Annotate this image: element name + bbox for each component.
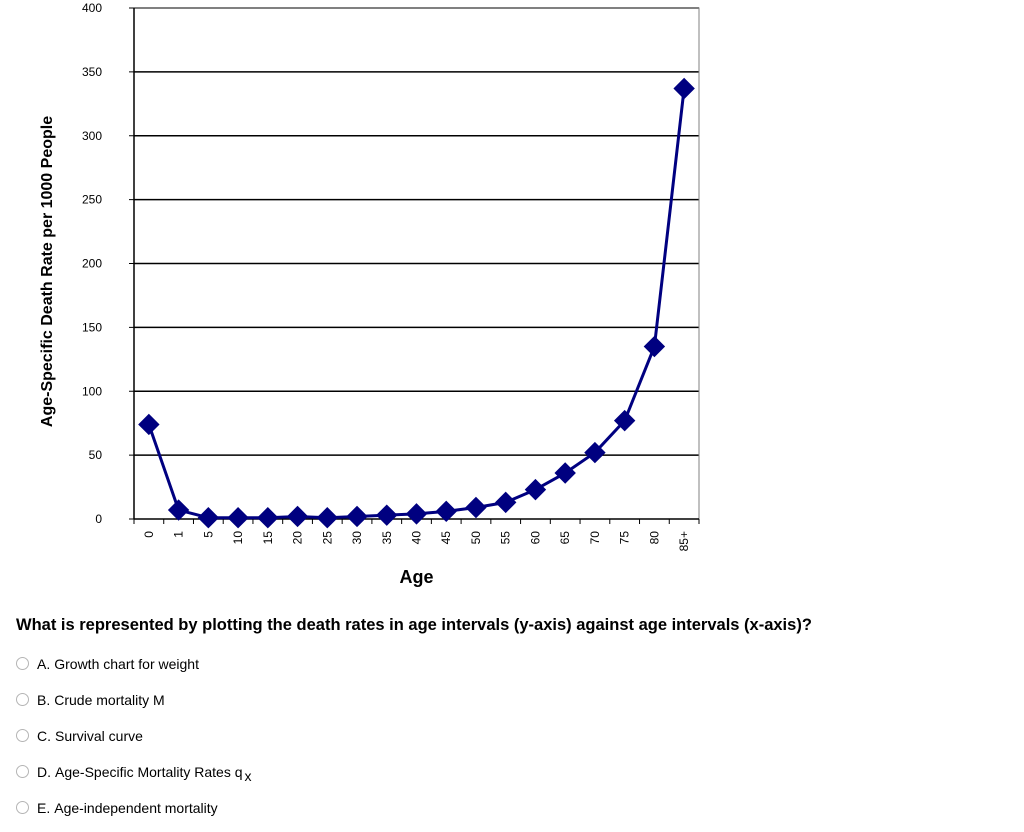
x-tick-label: 45	[439, 531, 453, 545]
x-tick-label: 40	[410, 531, 424, 545]
data-point	[346, 505, 368, 528]
radio-button[interactable]	[16, 729, 29, 742]
option-letter: C.	[37, 728, 51, 744]
option-label: Survival curve	[55, 728, 143, 744]
x-tick-label: 65	[558, 531, 572, 545]
x-tick-labels: 0 1 5 10 15 20 25 30 35 40 45 50 55 60 65 70 75 80 85+	[142, 531, 691, 552]
x-tick-label: 85+	[677, 531, 691, 551]
radio-button[interactable]	[16, 765, 29, 778]
data-point	[643, 335, 666, 358]
x-tick-label: 80	[647, 531, 661, 545]
y-tick-label: 100	[82, 384, 102, 398]
option-label: Age-independent mortality	[54, 800, 218, 816]
y-tick-label: 200	[82, 257, 102, 271]
radio-button[interactable]	[16, 657, 29, 670]
option-subscript: x	[244, 768, 252, 784]
data-point	[435, 500, 457, 523]
x-axis-title: Age	[399, 567, 433, 587]
y-tick-label: 150	[82, 320, 102, 334]
data-point	[138, 413, 160, 436]
option-letter: D.	[37, 764, 51, 780]
data-point	[524, 478, 547, 501]
option-label: Age-Specific Mortality Rates q	[55, 764, 243, 780]
data-point	[167, 499, 190, 521]
data-point	[227, 507, 249, 529]
radio-button[interactable]	[16, 693, 29, 706]
y-tick-label: 250	[82, 193, 102, 207]
x-tick-label: 30	[350, 531, 364, 545]
data-point	[584, 441, 606, 464]
radio-button[interactable]	[16, 801, 29, 814]
data-point	[613, 409, 636, 432]
y-tick-labels: 0 50 100 150 200 250 300 350 400	[82, 1, 102, 526]
answer-options: A. Growth chart for weight B. Crude mort…	[16, 652, 252, 832]
x-tick-label: 20	[291, 531, 305, 545]
option-a[interactable]: A. Growth chart for weight	[16, 652, 252, 672]
x-tick-label: 75	[618, 531, 632, 545]
y-tick-label: 400	[82, 1, 102, 15]
x-tick-label: 5	[201, 531, 215, 538]
y-tick-label: 0	[95, 512, 102, 526]
data-point	[316, 507, 338, 529]
data-point	[465, 496, 487, 519]
x-tick-label: 1	[172, 531, 186, 538]
option-d[interactable]: D. Age-Specific Mortality Rates q x	[16, 760, 252, 784]
data-point	[673, 77, 695, 100]
x-tick-label: 50	[469, 531, 483, 545]
y-tick-label: 350	[82, 65, 102, 79]
axes	[129, 7, 700, 524]
x-tick-label: 55	[499, 531, 513, 545]
option-b[interactable]: B. Crude mortality M	[16, 688, 252, 708]
x-tick-label: 35	[380, 531, 394, 545]
data-point	[197, 507, 220, 529]
y-tick-label: 50	[89, 448, 103, 462]
series	[138, 77, 695, 529]
y-axis-title: Age-Specific Death Rate per 1000 People	[39, 116, 56, 427]
x-tick-label: 0	[142, 531, 156, 538]
x-tick-label: 60	[528, 531, 542, 545]
x-tick-label: 25	[320, 531, 334, 545]
option-letter: E.	[37, 800, 51, 816]
data-point	[554, 462, 576, 484]
option-e[interactable]: E. Age-independent mortality	[16, 796, 252, 816]
x-tick-label: 70	[588, 531, 602, 545]
data-point	[286, 505, 309, 528]
gridlines	[134, 7, 699, 456]
option-c[interactable]: C. Survival curve	[16, 724, 252, 744]
x-tick-label: 10	[231, 531, 245, 545]
x-tick-label: 15	[261, 531, 275, 545]
data-point	[376, 504, 398, 526]
y-tick-label: 300	[82, 129, 102, 143]
data-point	[495, 491, 517, 514]
option-letter: A.	[37, 656, 51, 672]
question-text: What is represented by plotting the deat…	[16, 616, 812, 634]
option-label: Crude mortality M	[54, 692, 165, 708]
data-point	[405, 503, 428, 525]
data-point	[257, 507, 279, 529]
option-label: Growth chart for weight	[54, 656, 199, 672]
option-letter: B.	[37, 692, 51, 708]
